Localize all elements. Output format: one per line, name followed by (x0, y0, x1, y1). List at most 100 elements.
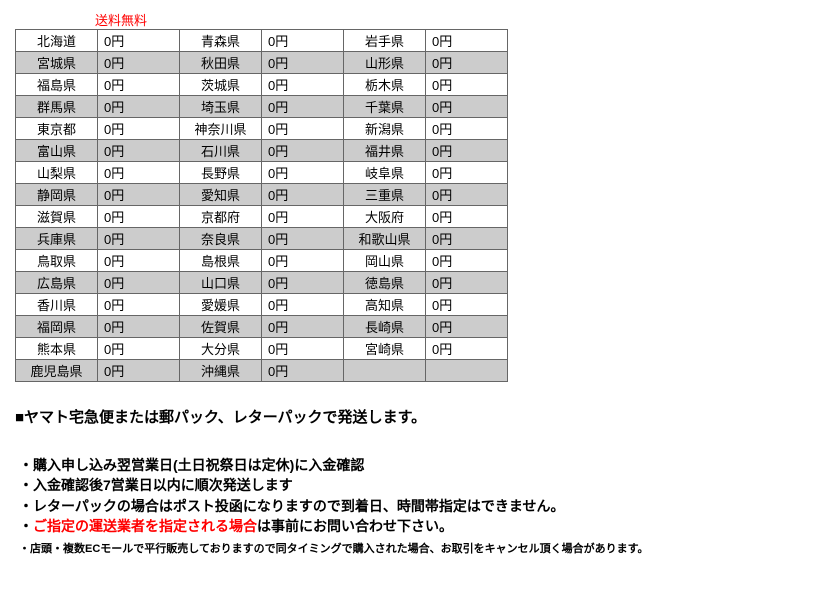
prefecture-cell: 鳥取県 (16, 250, 98, 272)
fee-cell: 0円 (98, 206, 180, 228)
fee-cell: 0円 (426, 228, 508, 250)
fee-cell: 0円 (262, 30, 344, 52)
table-row: 香川県0円愛媛県0円高知県0円 (16, 294, 508, 316)
prefecture-cell: 沖縄県 (180, 360, 262, 382)
fee-cell: 0円 (262, 140, 344, 162)
fee-cell: 0円 (262, 206, 344, 228)
table-row: 鳥取県0円島根県0円岡山県0円 (16, 250, 508, 272)
fee-cell: 0円 (98, 140, 180, 162)
prefecture-cell: 宮崎県 (344, 338, 426, 360)
table-row: 静岡県0円愛知県0円三重県0円 (16, 184, 508, 206)
prefecture-cell: 北海道 (16, 30, 98, 52)
prefecture-cell: 京都府 (180, 206, 262, 228)
fee-cell: 0円 (426, 316, 508, 338)
table-row: 滋賀県0円京都府0円大阪府0円 (16, 206, 508, 228)
prefecture-cell: 山口県 (180, 272, 262, 294)
note-item: レターパックの場合はポスト投函になりますので到着日、時間帯指定はできません。 (19, 496, 807, 516)
prefecture-cell: 大分県 (180, 338, 262, 360)
prefecture-cell: 山形県 (344, 52, 426, 74)
prefecture-cell: 長野県 (180, 162, 262, 184)
note-item-small: 店頭・複数ECモールで平行販売しておりますので同タイミングで購入された場合、お取… (19, 542, 807, 558)
fee-cell: 0円 (98, 338, 180, 360)
prefecture-cell: 大阪府 (344, 206, 426, 228)
prefecture-cell: 福島県 (16, 74, 98, 96)
prefecture-cell: 栃木県 (344, 74, 426, 96)
prefecture-cell: 群馬県 (16, 96, 98, 118)
fee-cell: 0円 (426, 206, 508, 228)
fee-cell: 0円 (262, 316, 344, 338)
fee-cell: 0円 (426, 338, 508, 360)
fee-cell: 0円 (426, 250, 508, 272)
fee-cell: 0円 (262, 360, 344, 382)
table-row: 兵庫県0円奈良県0円和歌山県0円 (16, 228, 508, 250)
table-row: 鹿児島県0円沖縄県0円 (16, 360, 508, 382)
notes-list: 購入申し込み翌営業日(土日祝祭日は定休)に入金確認 入金確認後7営業日以内に順次… (15, 455, 807, 558)
prefecture-cell: 宮城県 (16, 52, 98, 74)
table-row: 富山県0円石川県0円福井県0円 (16, 140, 508, 162)
prefecture-cell: 島根県 (180, 250, 262, 272)
prefecture-cell: 福井県 (344, 140, 426, 162)
fee-cell: 0円 (98, 162, 180, 184)
fee-cell: 0円 (426, 118, 508, 140)
prefecture-cell: 佐賀県 (180, 316, 262, 338)
fee-cell: 0円 (98, 52, 180, 74)
prefecture-cell: 東京都 (16, 118, 98, 140)
prefecture-cell: 秋田県 (180, 52, 262, 74)
table-row: 山梨県0円長野県0円岐阜県0円 (16, 162, 508, 184)
note-item: 購入申し込み翌営業日(土日祝祭日は定休)に入金確認 (19, 455, 807, 475)
fee-cell: 0円 (262, 162, 344, 184)
shipping-fee-table: 北海道0円青森県0円岩手県0円宮城県0円秋田県0円山形県0円福島県0円茨城県0円… (15, 29, 508, 382)
fee-cell: 0円 (426, 140, 508, 162)
prefecture-cell: 高知県 (344, 294, 426, 316)
table-row: 福島県0円茨城県0円栃木県0円 (16, 74, 508, 96)
fee-cell: 0円 (98, 316, 180, 338)
fee-cell: 0円 (262, 52, 344, 74)
fee-cell: 0円 (426, 294, 508, 316)
fee-cell: 0円 (262, 118, 344, 140)
fee-cell (426, 360, 508, 382)
prefecture-cell: 埼玉県 (180, 96, 262, 118)
fee-cell: 0円 (426, 96, 508, 118)
prefecture-cell: 三重県 (344, 184, 426, 206)
fee-cell: 0円 (262, 74, 344, 96)
prefecture-cell: 愛媛県 (180, 294, 262, 316)
prefecture-cell: 鹿児島県 (16, 360, 98, 382)
prefecture-cell: 滋賀県 (16, 206, 98, 228)
prefecture-cell: 和歌山県 (344, 228, 426, 250)
fee-cell: 0円 (98, 272, 180, 294)
fee-cell: 0円 (98, 30, 180, 52)
table-row: 群馬県0円埼玉県0円千葉県0円 (16, 96, 508, 118)
fee-cell: 0円 (262, 338, 344, 360)
prefecture-cell: 岡山県 (344, 250, 426, 272)
fee-cell: 0円 (426, 184, 508, 206)
table-row: 宮城県0円秋田県0円山形県0円 (16, 52, 508, 74)
fee-cell: 0円 (426, 272, 508, 294)
prefecture-cell: 静岡県 (16, 184, 98, 206)
prefecture-cell: 徳島県 (344, 272, 426, 294)
prefecture-cell: 新潟県 (344, 118, 426, 140)
table-row: 熊本県0円大分県0円宮崎県0円 (16, 338, 508, 360)
prefecture-cell: 愛知県 (180, 184, 262, 206)
prefecture-cell: 岩手県 (344, 30, 426, 52)
prefecture-cell: 兵庫県 (16, 228, 98, 250)
fee-cell: 0円 (262, 184, 344, 206)
prefecture-cell: 奈良県 (180, 228, 262, 250)
prefecture-cell: 茨城県 (180, 74, 262, 96)
prefecture-cell: 神奈川県 (180, 118, 262, 140)
fee-cell: 0円 (98, 294, 180, 316)
prefecture-cell: 千葉県 (344, 96, 426, 118)
fee-cell: 0円 (98, 74, 180, 96)
fee-cell: 0円 (98, 118, 180, 140)
note-red-part: ご指定の運送業者を指定される場合 (33, 518, 257, 534)
fee-cell: 0円 (426, 74, 508, 96)
fee-cell: 0円 (98, 96, 180, 118)
prefecture-cell: 青森県 (180, 30, 262, 52)
fee-cell: 0円 (98, 228, 180, 250)
prefecture-cell (344, 360, 426, 382)
fee-cell: 0円 (426, 162, 508, 184)
prefecture-cell: 石川県 (180, 140, 262, 162)
free-shipping-label: 送料無料 (95, 10, 807, 29)
prefecture-cell: 福岡県 (16, 316, 98, 338)
fee-cell: 0円 (98, 360, 180, 382)
table-row: 東京都0円神奈川県0円新潟県0円 (16, 118, 508, 140)
